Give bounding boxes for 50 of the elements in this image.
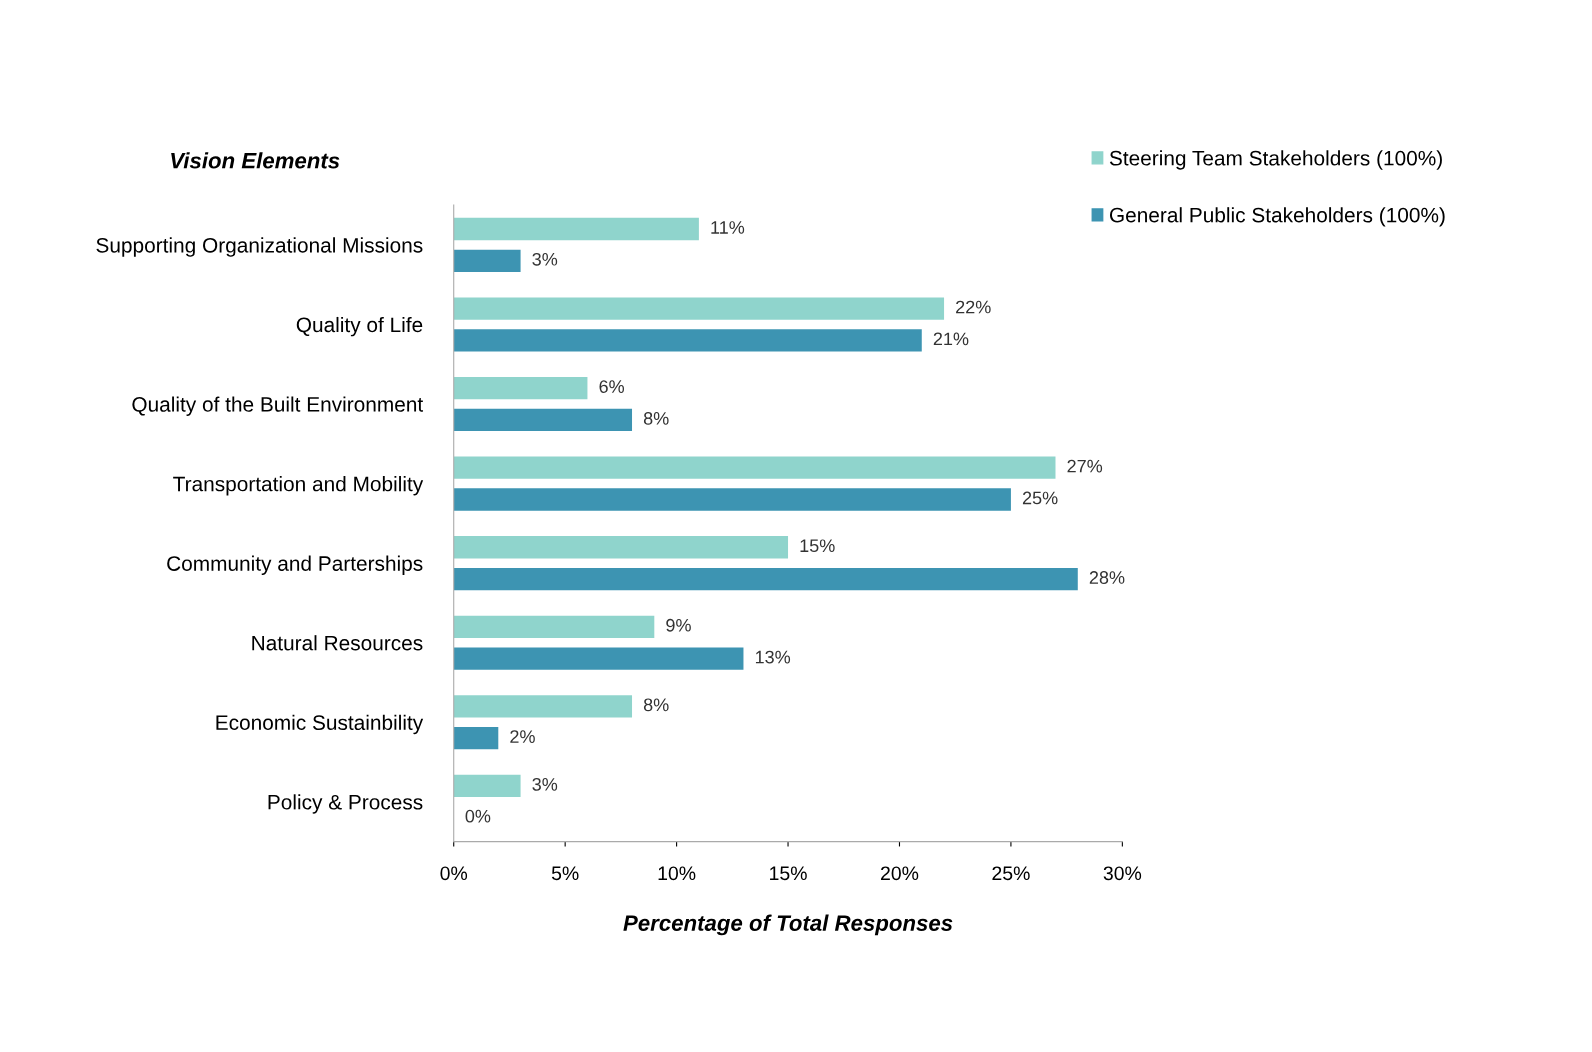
x-tick-label: 30% (1103, 866, 1142, 881)
bar (453, 376, 588, 400)
bar (453, 567, 1078, 591)
bar (453, 488, 1011, 511)
bar (453, 647, 744, 670)
data-label: 11% (711, 221, 745, 234)
x-tick-label: 5% (551, 866, 579, 881)
x-tick-label: 15% (770, 866, 807, 881)
data-label: 22% (956, 300, 991, 314)
legend-label: General Public Stakeholders (100%) (1109, 207, 1445, 227)
y-tick-label: Policy & Process (268, 794, 423, 814)
data-label: 3% (532, 777, 558, 791)
bar (453, 615, 655, 638)
y-tick-label: Quality of the Built Environment (132, 396, 424, 416)
data-label: 28% (1089, 571, 1125, 584)
data-label: 3% (532, 252, 558, 266)
bar (453, 727, 499, 750)
data-label: 15% (800, 539, 835, 553)
x-tick-label: 10% (658, 866, 696, 881)
y-tick-label: Quality of Life (296, 316, 423, 337)
data-label: 9% (666, 618, 691, 632)
y-tick-label: Supporting Organizational Missions (96, 237, 423, 257)
bar (453, 408, 633, 432)
bar (453, 297, 945, 320)
x-tick-label: 0% (440, 866, 468, 881)
x-tick-label: 25% (992, 866, 1030, 881)
legend-label: Steering Team Stakeholders (100%) (1109, 150, 1442, 170)
data-label: 13% (755, 650, 791, 664)
data-label: 2% (510, 730, 535, 743)
y-tick-label: Natural Resources (252, 635, 423, 651)
data-label: 8% (643, 412, 669, 425)
data-label: 27% (1067, 459, 1103, 473)
data-label: 0% (465, 809, 491, 823)
bar (453, 329, 922, 352)
bar (453, 249, 521, 272)
bar (453, 774, 521, 798)
y-tick-label: Transportation and Mobility (173, 476, 424, 496)
x-axis-title: Percentage of Total Responses (623, 914, 953, 936)
bar (453, 217, 699, 241)
bar (453, 536, 789, 559)
y-tick-label: Economic Sustainbility (216, 714, 424, 735)
bar (453, 695, 633, 718)
data-label: 21% (933, 332, 969, 346)
bar (453, 456, 1056, 479)
data-label: 25% (1022, 491, 1058, 505)
y-tick-label: Community and Parterships (167, 555, 423, 576)
x-tick-label: 20% (881, 866, 919, 881)
y-axis-title: Vision Elements (171, 152, 340, 169)
data-label: 8% (643, 698, 669, 712)
data-label: 6% (599, 380, 625, 393)
